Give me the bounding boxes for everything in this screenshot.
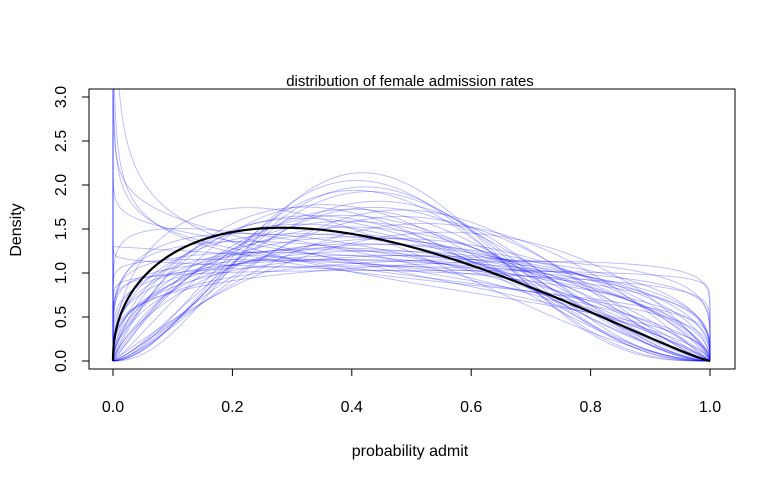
sample-curve [112, 247, 711, 361]
sample-curve [113, 189, 710, 362]
x-tick-label: 0.8 [579, 399, 601, 416]
sample-curve [112, 88, 711, 361]
sample-curve [112, 223, 711, 362]
sample-curve [112, 244, 711, 361]
sample-curve [113, 179, 710, 362]
sample-curve [112, 237, 711, 362]
sample-curve [112, 214, 710, 362]
y-axis: 0.0 0.5 1.0 1.5 2.0 2.5 3.0 [53, 86, 90, 372]
y-tick-label: 2.0 [53, 174, 70, 196]
sample-curve [112, 207, 710, 362]
x-tick-label: 1.0 [699, 399, 721, 416]
sample-curve [112, 259, 711, 361]
sample-curve [112, 249, 711, 361]
y-tick-label: 0.5 [53, 306, 70, 328]
sample-curve [112, 250, 711, 361]
sample-curve [112, 227, 711, 362]
y-tick-label: 3.0 [53, 86, 70, 108]
sample-curve [112, 269, 711, 361]
x-axis-label: probability admit [352, 443, 469, 460]
sample-curve [112, 243, 711, 361]
x-tick-label: 0.6 [460, 399, 482, 416]
sample-curve [113, 172, 710, 362]
sample-curve [112, 233, 711, 362]
sample-curve [112, 246, 711, 361]
sample-curve [112, 240, 711, 362]
sample-curve [112, 216, 711, 362]
sample-curve [112, 260, 711, 361]
sample-curve [112, 88, 711, 361]
y-axis-label: Density [8, 203, 25, 256]
y-tick-label: 1.5 [53, 218, 70, 240]
x-tick-label: 0.2 [221, 399, 243, 416]
sample-curve [112, 231, 711, 362]
sample-curve [112, 88, 711, 361]
sample-curve [112, 88, 711, 361]
y-tick-label: 2.5 [53, 130, 70, 152]
sample-curve [112, 223, 711, 362]
curves-layer [111, 88, 711, 363]
sample-curve [112, 254, 711, 361]
sample-curve [113, 191, 710, 362]
sample-curve [112, 251, 711, 361]
sample-curve [112, 226, 711, 362]
sample-curve [112, 258, 711, 361]
y-tick-label: 0.0 [53, 350, 70, 372]
sample-curve [112, 206, 710, 362]
sample-curve [112, 217, 710, 362]
sample-curve [112, 265, 711, 361]
x-tick-label: 0.4 [341, 399, 363, 416]
x-tick-label: 0.0 [102, 399, 124, 416]
sample-curve [112, 259, 711, 361]
sample-curve [112, 215, 710, 362]
sample-curve [112, 204, 710, 362]
mean-curve [111, 226, 711, 363]
sample-curve [112, 220, 711, 362]
sample-curve [113, 186, 710, 362]
sample-curve [113, 200, 710, 362]
x-axis: 0.0 0.2 0.4 0.6 0.8 1.0 [102, 368, 721, 416]
sample-curve [112, 239, 711, 361]
sample-curve [112, 131, 711, 361]
sample-curve [112, 255, 711, 361]
chart-title: distribution of female admission rates [286, 73, 534, 90]
sample-curve [112, 208, 710, 362]
sample-curve [112, 236, 711, 362]
y-tick-label: 1.0 [53, 262, 70, 284]
sample-curve [112, 233, 711, 362]
sample-curve [112, 206, 710, 362]
sample-curve [112, 259, 711, 361]
